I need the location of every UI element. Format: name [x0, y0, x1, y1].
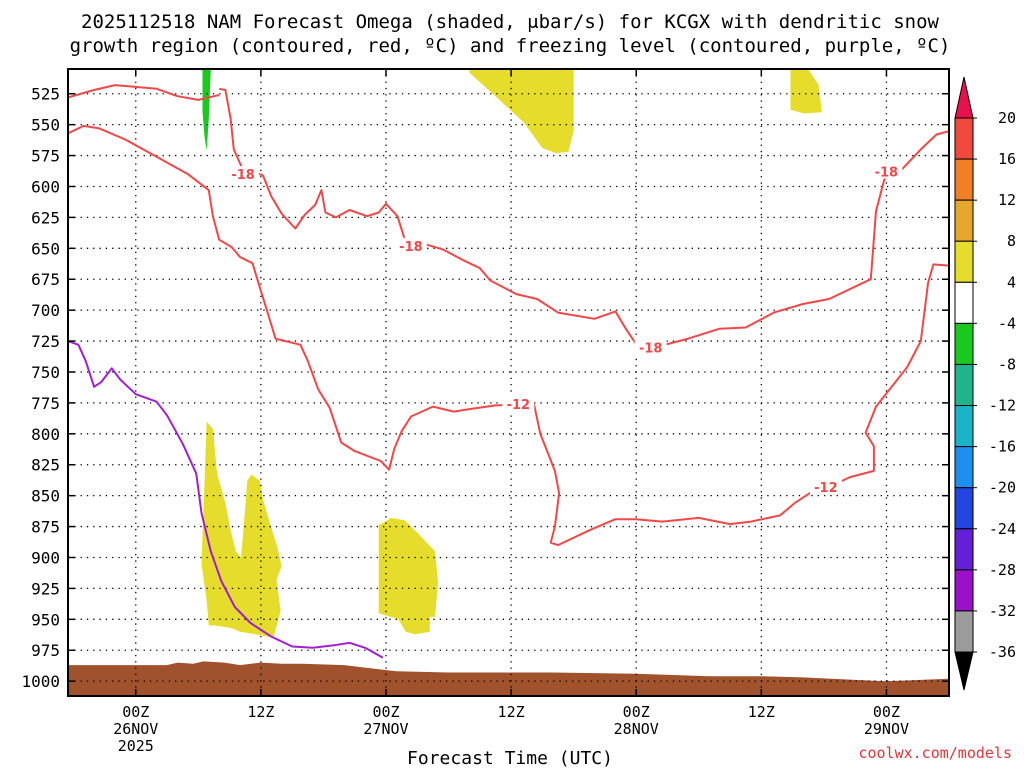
colorbar-label: -12	[989, 397, 1016, 415]
omega-region-0	[469, 69, 574, 154]
colorbar-segment	[954, 281, 974, 324]
colorbar-label: 12	[998, 191, 1016, 209]
xtick-label: 12Z	[247, 703, 274, 721]
dgz-contour-1	[219, 87, 949, 349]
credit-link[interactable]: coolwx.com/models	[858, 744, 1012, 762]
colorbar-label: -36	[989, 643, 1016, 661]
ytick-label: 600	[31, 177, 60, 196]
colorbar-segment	[954, 158, 974, 201]
grid	[68, 69, 949, 696]
contour-label-bg	[809, 479, 842, 494]
colorbar-label: -20	[989, 479, 1016, 497]
contour-label: -18	[639, 341, 663, 356]
contour-label: -12	[507, 398, 531, 413]
contour-label-bg	[502, 396, 535, 412]
contour-label-bg	[870, 163, 903, 179]
omega-region-2	[201, 421, 282, 638]
ytick-label: 550	[31, 116, 60, 135]
plot-frame	[67, 68, 950, 697]
colorbar-label: -24	[989, 520, 1016, 538]
ytick-label: 975	[31, 641, 60, 660]
freezing-level-line	[68, 340, 384, 659]
y-axis-ticks: 525 550 575 600 625 650 675 700 725 750 775 800 825 8…	[21, 85, 949, 691]
contour-label: -18	[399, 240, 423, 255]
ytick-label: 875	[31, 518, 60, 537]
xtick-label: 29NOV	[864, 720, 909, 738]
colorbar-segment	[954, 487, 974, 530]
ytick-label: 675	[31, 270, 60, 289]
terrain	[68, 661, 949, 696]
ytick-label: 925	[31, 579, 60, 598]
colorbar-label: 16	[998, 150, 1016, 168]
xtick-label: 12Z	[498, 703, 525, 721]
colorbar-top-arrow	[954, 76, 974, 119]
ytick-label: 525	[31, 85, 60, 104]
colorbar-segment	[954, 610, 974, 653]
contour-label: -18	[875, 166, 899, 181]
contour-label-bg	[634, 339, 667, 355]
chart-title-line-2: growth region (contoured, red, ºC) and f…	[70, 35, 951, 57]
ytick-label: 1000	[21, 672, 60, 691]
chart-title-line-1: 2025112518 NAM Forecast Omega (shaded, μ…	[81, 11, 939, 33]
omega-region-4	[202, 69, 211, 151]
colorbar-label: 20	[998, 109, 1016, 127]
colorbar-segment	[954, 117, 974, 160]
colorbar-label: -8	[998, 355, 1016, 373]
ytick-label: 825	[31, 456, 60, 475]
colorbar-label: -28	[989, 561, 1016, 579]
ytick-label: 725	[31, 332, 60, 351]
xtick-label: 26NOV	[113, 720, 158, 738]
colorbar-segment	[954, 363, 974, 407]
colorbar-label: -16	[989, 438, 1016, 456]
ytick-label: 575	[31, 147, 60, 166]
colorbar-segment	[954, 199, 974, 242]
freezing-level	[68, 340, 384, 659]
colorbar-label: 4	[1007, 273, 1016, 291]
ytick-label: 800	[31, 425, 60, 444]
contour-label: -18	[231, 168, 255, 183]
ytick-label: 850	[31, 487, 60, 506]
xtick-label: 12Z	[748, 703, 775, 721]
ytick-label: 950	[31, 610, 60, 629]
colorbar-label: 8	[1007, 232, 1016, 250]
colorbar-bottom-arrow	[954, 651, 974, 691]
xtick-label: 00Z	[623, 703, 650, 721]
contour-labels: -18 -18 -18 -18 -12 -12	[227, 163, 903, 496]
colorbar-label: -4	[998, 314, 1016, 332]
xtick-label: 00Z	[372, 703, 399, 721]
omega-shading	[201, 69, 822, 638]
xtick-label: 2025	[118, 737, 154, 755]
colorbar-segment	[954, 405, 974, 448]
ytick-label: 700	[31, 301, 60, 320]
colorbar-segment	[954, 446, 974, 489]
ytick-label: 750	[31, 363, 60, 382]
omega-region-1	[790, 69, 822, 114]
xtick-label: 28NOV	[614, 720, 659, 738]
contour-label: -12	[814, 481, 838, 496]
ytick-label: 650	[31, 239, 60, 258]
ytick-label: 775	[31, 394, 60, 413]
omega-region-3	[378, 517, 439, 635]
colorbar: 20 16 12 8 4 -4 -8 -12 -16 -20 -24 -28 -32 -36	[954, 76, 1016, 691]
colorbar-segment	[954, 240, 974, 283]
contour-label-bg	[227, 166, 260, 182]
colorbar-label: -32	[989, 602, 1016, 620]
xtick-label: 00Z	[873, 703, 900, 721]
ytick-label: 900	[31, 548, 60, 567]
ytick-label: 625	[31, 208, 60, 227]
x-axis-label: Forecast Time (UTC)	[407, 748, 613, 768]
xtick-label: 27NOV	[363, 720, 408, 738]
colorbar-segment	[954, 322, 974, 365]
contour-label-bg	[394, 237, 427, 253]
terrain-fill	[68, 661, 949, 696]
xtick-label: 00Z	[122, 703, 149, 721]
colorbar-segment	[954, 569, 974, 612]
dgz-contour-0	[68, 84, 220, 101]
colorbar-segment	[954, 528, 974, 571]
